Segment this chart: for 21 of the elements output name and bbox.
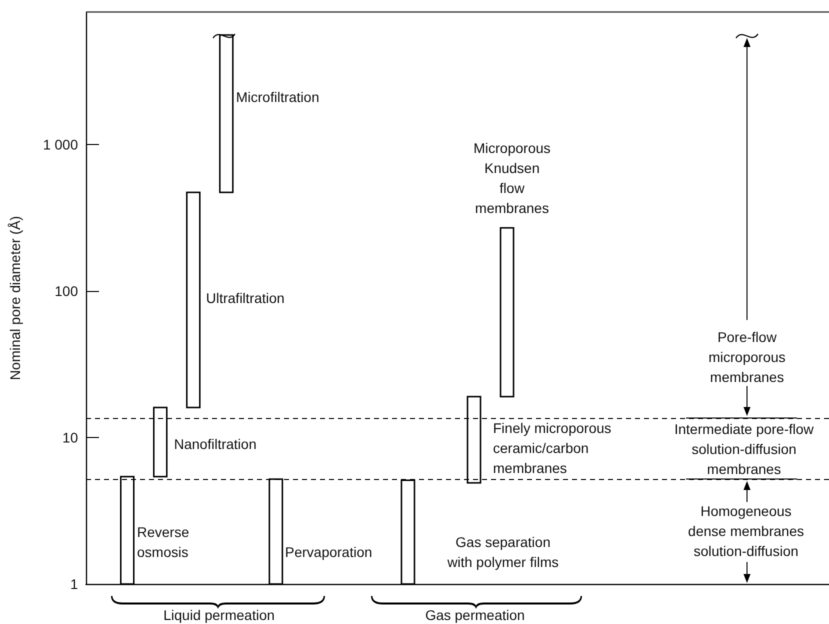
y-tick-label: 1 — [70, 576, 78, 592]
y-axis-title: Nominal pore diameter (Å) — [7, 216, 23, 380]
bar — [219, 34, 234, 194]
annotation: Reverse osmosis — [137, 524, 190, 560]
text: Gas permeation — [425, 607, 525, 623]
annotation: Microporous Knudsen flow membranes — [473, 140, 551, 216]
text: Liquid permeation — [163, 607, 275, 623]
annotation: Microfiltration — [236, 89, 320, 105]
y-tick-label: 10 — [62, 429, 78, 446]
annotation: Pervaporation — [285, 544, 372, 560]
annotation: Intermediate pore-flow solution-diffusion membranes — [674, 421, 815, 477]
annotation: Finely microporous ceramic/carbon membranes — [493, 420, 612, 476]
y-tick-label: 100 — [54, 282, 78, 299]
annotation: Pore-flow microporous membranes — [708, 329, 786, 385]
annotation: Nanofiltration — [174, 436, 256, 452]
annotation: Ultrafiltration — [206, 290, 285, 306]
y-tick-label: 1 000 — [42, 136, 78, 152]
bar — [500, 227, 514, 398]
annotation: Homogeneous dense membranes solution-diffusion — [688, 503, 804, 559]
bar — [186, 192, 201, 408]
annotation: Gas separation with polymer films — [446, 534, 559, 570]
